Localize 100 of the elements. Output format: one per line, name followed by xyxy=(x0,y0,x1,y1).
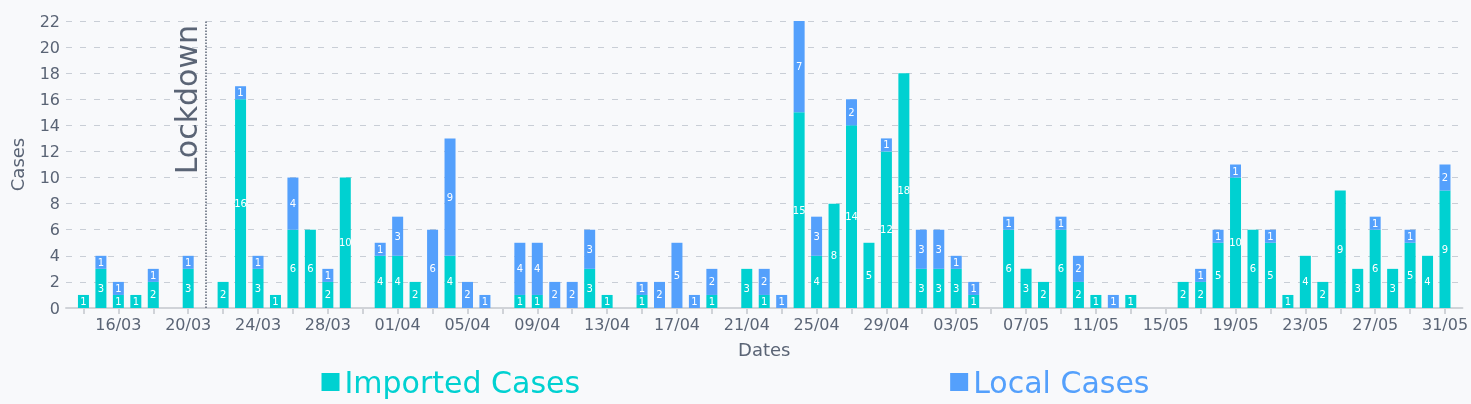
data-label: 4 xyxy=(1424,276,1431,288)
data-label: 1 xyxy=(761,295,768,307)
bar xyxy=(444,138,456,256)
data-label: 2 xyxy=(411,289,419,301)
bar xyxy=(933,229,945,269)
bar xyxy=(1264,242,1276,308)
x-tick-label: 01/04 xyxy=(374,314,421,334)
bar xyxy=(392,216,404,256)
data-label: 1 xyxy=(534,295,541,307)
data-label: 3 xyxy=(935,243,942,255)
data-label: 2 xyxy=(761,276,768,288)
data-label: 3 xyxy=(1389,282,1396,294)
bar xyxy=(1439,190,1451,308)
data-label: 4 xyxy=(377,276,384,288)
bar xyxy=(846,125,857,308)
data-label: 1 xyxy=(1214,230,1222,242)
data-label: 1 xyxy=(1127,295,1134,307)
bar xyxy=(1212,242,1224,308)
data-label: 2 xyxy=(1075,289,1082,301)
bar xyxy=(793,112,805,308)
bar xyxy=(427,229,439,308)
bar xyxy=(898,73,910,308)
bar xyxy=(811,255,823,308)
bar xyxy=(287,229,299,308)
data-label: 6 xyxy=(1371,263,1379,275)
data-label: 1 xyxy=(691,295,698,307)
bar xyxy=(549,281,561,308)
data-label: 2 xyxy=(656,289,663,301)
legend-label: Imported Cases xyxy=(344,364,581,400)
data-label: 1 xyxy=(237,87,244,99)
data-label: 6 xyxy=(1057,263,1065,275)
bar xyxy=(741,268,753,308)
y-tick-label: 2 xyxy=(49,272,60,292)
data-label: 3 xyxy=(935,282,942,294)
data-label: 4 xyxy=(446,276,454,288)
data-label: 5 xyxy=(1214,269,1222,281)
data-label: 6 xyxy=(1249,263,1257,275)
data-label: 3 xyxy=(918,243,925,255)
bar xyxy=(235,99,247,308)
data-label: 1 xyxy=(272,295,279,307)
data-label: 5 xyxy=(865,269,873,281)
data-label: 1 xyxy=(516,295,524,307)
data-label: 2 xyxy=(1197,289,1204,301)
data-label: 3 xyxy=(1022,282,1030,294)
bar xyxy=(1247,229,1259,308)
x-tick-label: 16/03 xyxy=(95,314,142,334)
data-label: 3 xyxy=(586,282,593,294)
data-label: 10 xyxy=(338,237,352,249)
bar xyxy=(1352,268,1364,308)
bar xyxy=(915,229,927,269)
data-label: 6 xyxy=(1005,263,1012,275)
data-label: 2 xyxy=(150,289,157,301)
legend-label: Local Cases xyxy=(973,364,1150,400)
x-tick-label: 31/05 xyxy=(1421,314,1469,334)
data-label: 3 xyxy=(813,230,820,242)
bar xyxy=(584,229,596,269)
bar xyxy=(1230,177,1242,308)
x-tick-label: 28/03 xyxy=(304,314,351,334)
ref-line-label: Lockdown xyxy=(169,25,205,175)
x-tick-label: 11/05 xyxy=(1072,314,1119,334)
data-label: 1 xyxy=(638,282,646,294)
bar xyxy=(950,268,962,308)
x-tick-label: 29/04 xyxy=(863,314,910,334)
data-label: 3 xyxy=(586,243,593,255)
data-label: 1 xyxy=(254,256,262,268)
bar xyxy=(1299,255,1311,308)
x-tick-label: 13/04 xyxy=(584,314,631,334)
data-label: 10 xyxy=(1229,237,1242,249)
x-tick-label: 23/05 xyxy=(1282,314,1329,334)
bar xyxy=(1317,281,1329,308)
data-label: 1 xyxy=(1232,165,1239,177)
x-tick-label: 17/04 xyxy=(653,314,700,334)
y-axis-title: Cases xyxy=(6,137,28,192)
data-label: 12 xyxy=(880,224,893,236)
x-tick-label: 27/05 xyxy=(1352,314,1399,334)
data-label: 4 xyxy=(516,263,524,275)
bar xyxy=(1055,229,1067,308)
bar xyxy=(339,177,351,308)
data-label: 1 xyxy=(778,295,785,307)
bar xyxy=(461,281,473,308)
data-label: 1 xyxy=(638,295,646,307)
data-label: 1 xyxy=(481,295,489,307)
bar xyxy=(392,255,404,308)
data-label: 1 xyxy=(970,282,977,294)
bar xyxy=(846,99,857,126)
data-label: 1 xyxy=(132,295,140,307)
data-label: 1 xyxy=(708,295,716,307)
bar xyxy=(1003,229,1015,308)
data-label: 1 xyxy=(603,295,611,307)
y-tick-label: 18 xyxy=(39,63,60,83)
data-label: 1 xyxy=(1197,269,1204,281)
bar xyxy=(444,255,456,308)
data-label: 1 xyxy=(1057,217,1065,229)
y-tick-label: 14 xyxy=(39,115,60,135)
y-tick-label: 12 xyxy=(39,141,60,161)
data-label: 1 xyxy=(1406,230,1414,242)
x-tick-label: 25/04 xyxy=(793,314,840,334)
bar xyxy=(1038,281,1050,308)
bar xyxy=(863,242,875,308)
data-label: 1 xyxy=(1005,217,1012,229)
